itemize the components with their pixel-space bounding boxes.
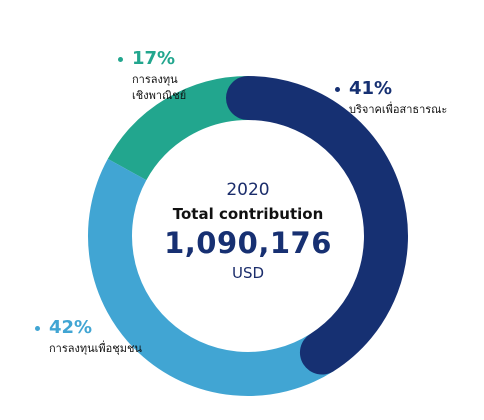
- slice-charity: [226, 76, 408, 375]
- legend-dot-charity: [335, 87, 340, 92]
- chart-title: Total contribution: [172, 205, 324, 223]
- slice-name-commercial-line2: เชิงพาณิชย์: [132, 89, 187, 102]
- slice-label-commercial: 17%: [132, 48, 176, 69]
- slice-label-charity: 41%: [349, 78, 393, 99]
- slice-name-commercial-line1: การลงทุน: [132, 73, 178, 86]
- total-amount: 1,090,176: [164, 226, 332, 260]
- slice-label-community: 42%: [49, 317, 93, 338]
- legend-dot-community: [35, 326, 40, 331]
- legend-dot-commercial: [118, 57, 123, 62]
- chart-year: 2020: [226, 180, 270, 200]
- slice-community: [88, 158, 334, 396]
- slice-name-community: การลงทุนเพื่อชุมชน: [49, 342, 142, 355]
- total-unit: USD: [231, 264, 265, 282]
- slice-name-charity: บริจาคเพื่อสาธารณะ: [349, 103, 448, 116]
